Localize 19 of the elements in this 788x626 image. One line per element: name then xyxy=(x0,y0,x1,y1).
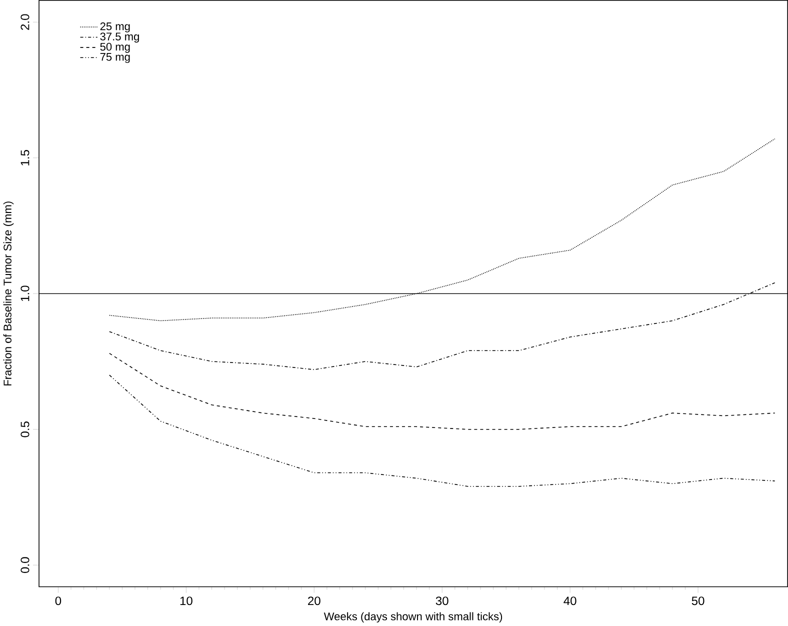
legend-label: 37.5 mg xyxy=(100,32,139,43)
line-series xyxy=(108,353,776,430)
x-tick-label: 20 xyxy=(308,596,320,606)
line-series xyxy=(108,374,776,487)
x-tick-label: 0 xyxy=(55,596,62,606)
y-tick-label: 1.0 xyxy=(20,286,30,302)
legend-label: 75 mg xyxy=(100,53,130,64)
x-tick-label: 30 xyxy=(436,596,448,606)
x-tick-label: 50 xyxy=(692,596,704,606)
x-tick-label: 40 xyxy=(564,596,576,606)
x-tick-label: 10 xyxy=(180,596,192,606)
y-tick-label: 1.5 xyxy=(20,150,30,166)
y-tick-label: 0.5 xyxy=(20,422,30,438)
y-tick-label: 0.0 xyxy=(20,557,30,574)
legend-label: 50 mg xyxy=(100,42,130,53)
y-tick-label: 2.0 xyxy=(20,14,30,30)
legend-label: 25 mg xyxy=(100,22,130,32)
x-axis-title: Weeks (days shown with small ticks) xyxy=(324,612,502,623)
y-axis-title: Fraction of Baseline Tumor Size (mm) xyxy=(3,202,14,386)
